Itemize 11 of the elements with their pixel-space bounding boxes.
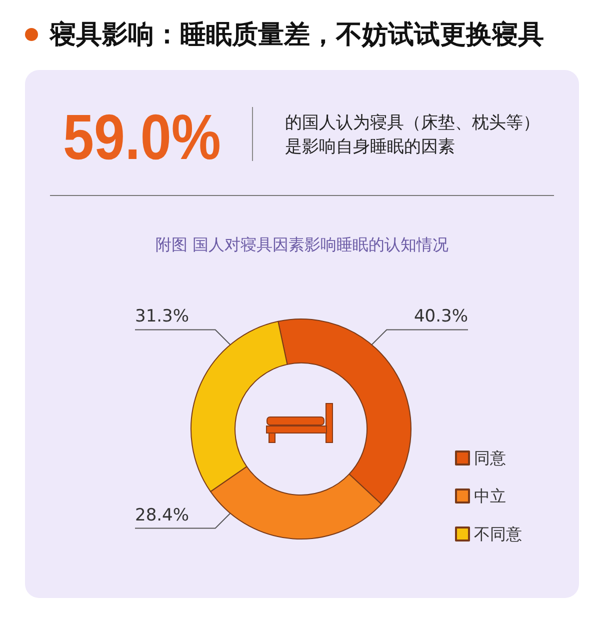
legend-label: 同意 (474, 448, 506, 468)
text: 是影响自身睡眠的因素 (285, 136, 455, 159)
legend-label: 不同意 (474, 524, 522, 544)
data-label: 40.3% (414, 306, 468, 327)
data-label: 28.4% (135, 505, 190, 526)
chart-subtitle: 附图 国人对寝具因素影响睡眠的认知情况 (154, 235, 450, 255)
chart-title: 寝具影响：睡眠质量差，不妨试试更换寝具 (50, 19, 544, 51)
text: 59.0% (63, 101, 221, 173)
data-label: 31.3% (135, 306, 190, 327)
text: 的国人认为寝具（床垫、枕头等） (285, 112, 540, 135)
legend-label: 中立 (474, 486, 506, 506)
